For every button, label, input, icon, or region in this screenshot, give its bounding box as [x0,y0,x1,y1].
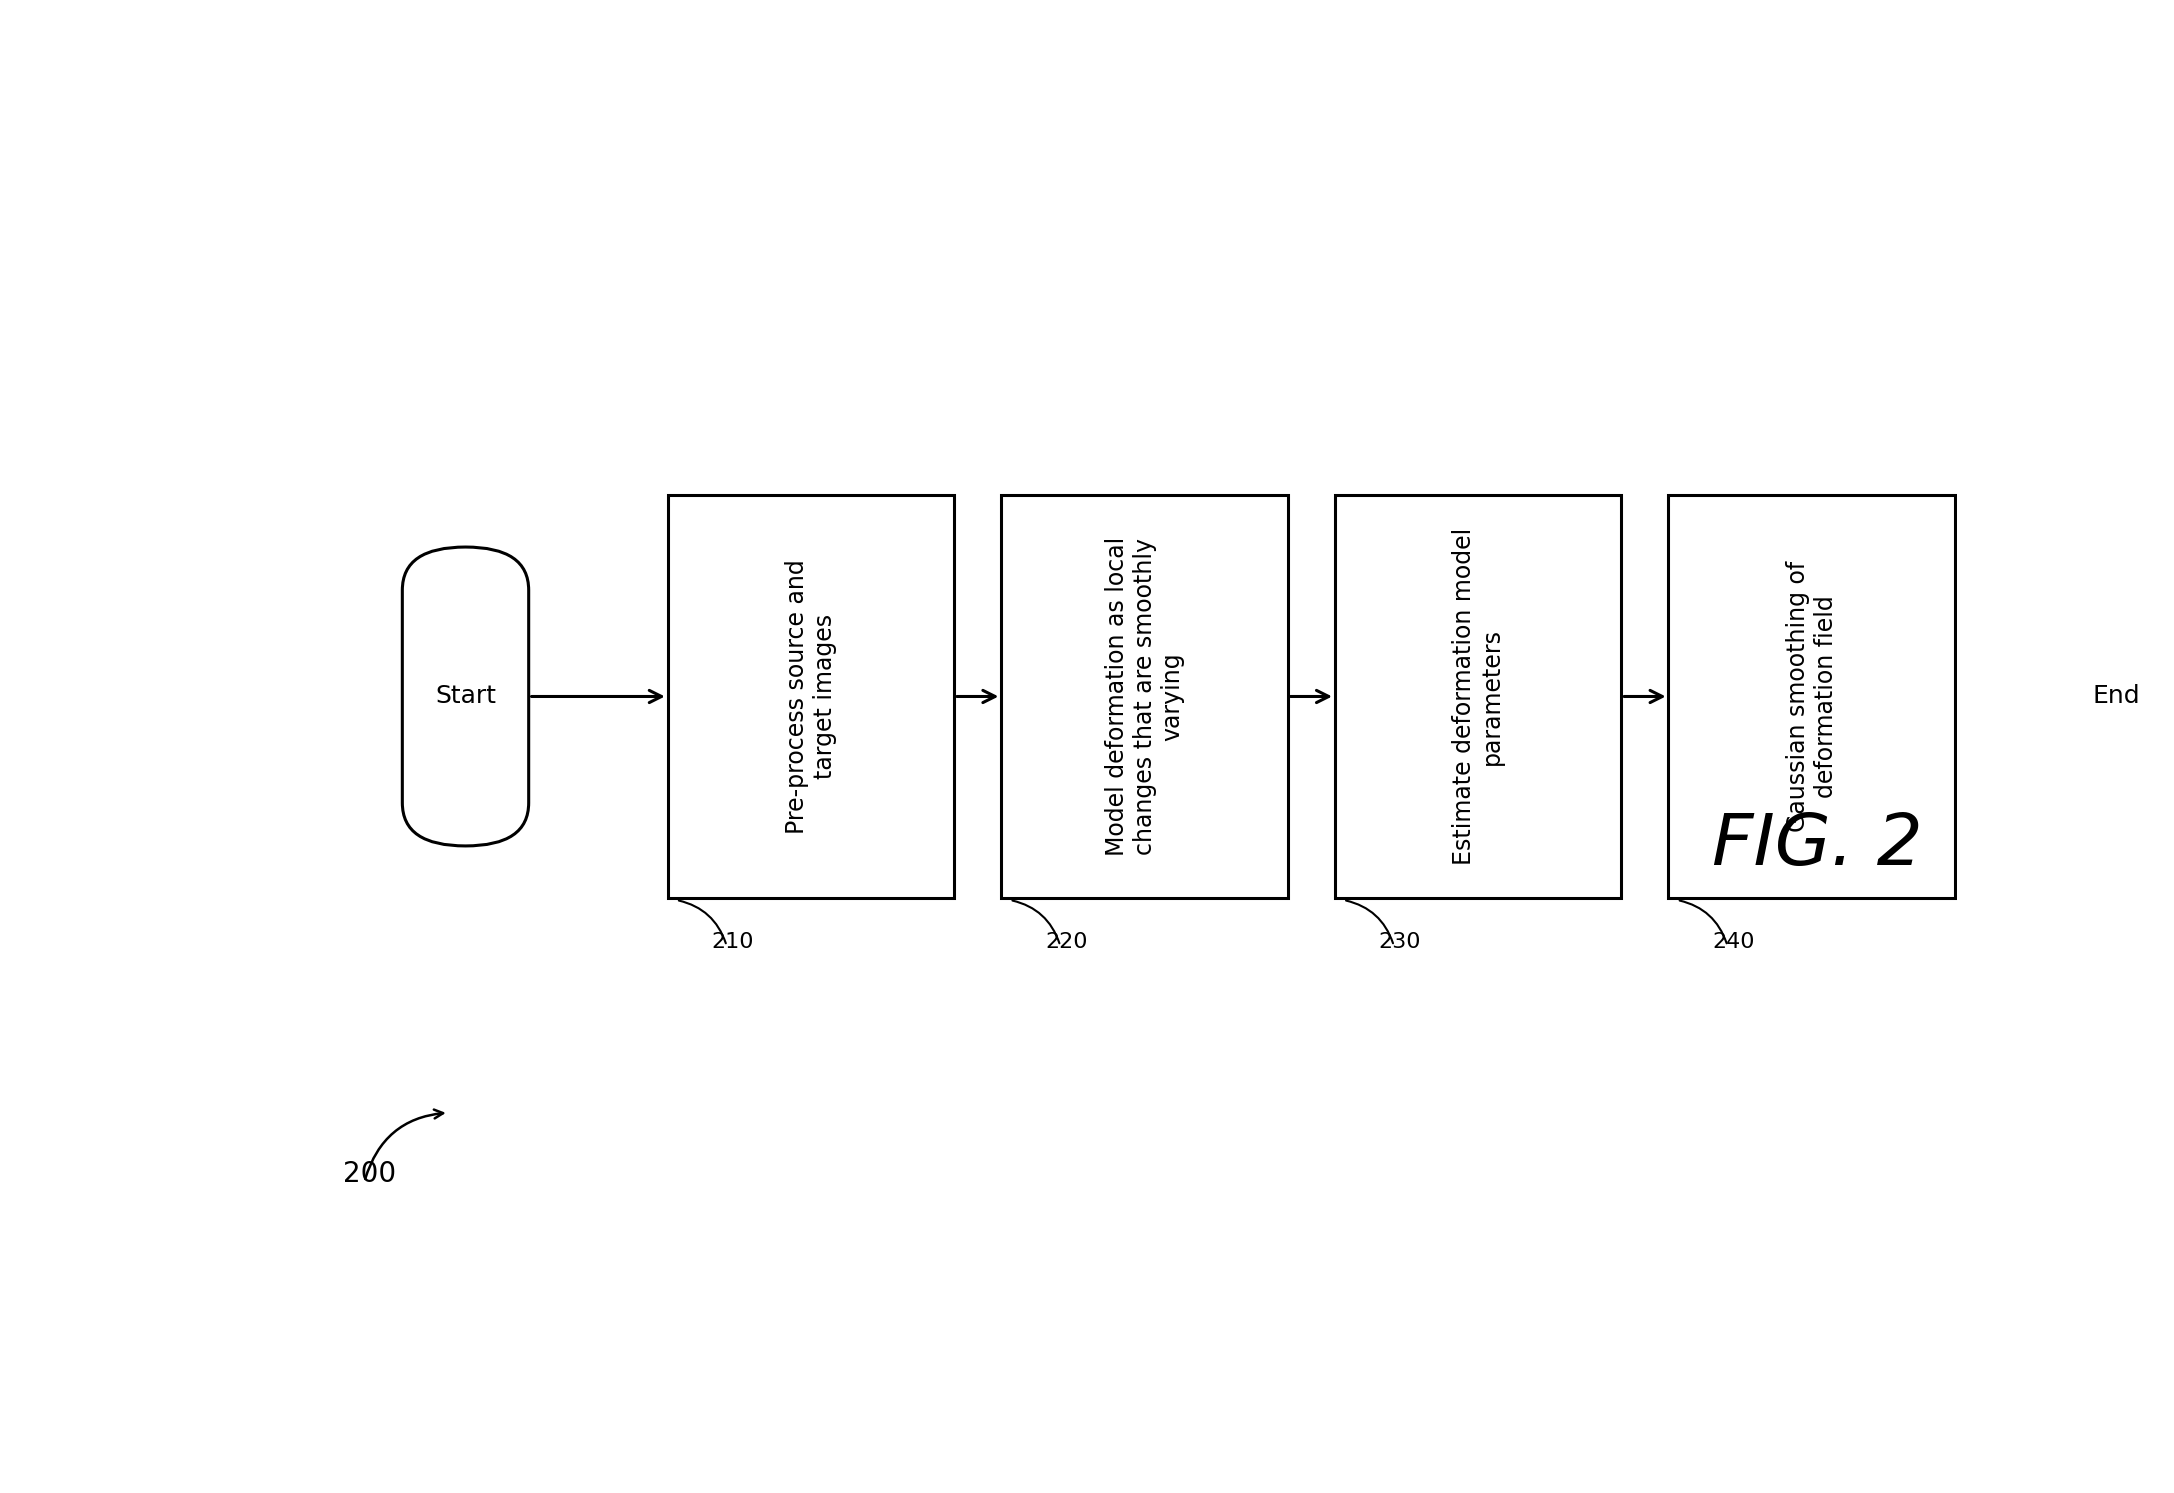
FancyBboxPatch shape [402,546,528,847]
Text: Pre-process source and
target images: Pre-process source and target images [785,558,837,835]
Text: 230: 230 [1378,932,1422,953]
Text: 220: 220 [1046,932,1087,953]
Text: Gaussian smoothing of
deformation field: Gaussian smoothing of deformation field [1785,561,1837,832]
Text: 200: 200 [343,1160,396,1187]
Text: Model deformation as local
changes that are smoothly
varying: Model deformation as local changes that … [1104,537,1185,855]
Text: End: End [2091,684,2139,709]
Text: Estimate deformation model
parameters: Estimate deformation model parameters [1452,529,1504,864]
Text: Start: Start [435,684,496,709]
FancyBboxPatch shape [667,496,954,897]
Text: 210: 210 [711,932,754,953]
FancyBboxPatch shape [1002,496,1287,897]
FancyBboxPatch shape [2052,546,2174,847]
Text: FIG. 2: FIG. 2 [1713,811,1924,881]
Text: 240: 240 [1713,932,1754,953]
FancyBboxPatch shape [1335,496,1622,897]
FancyBboxPatch shape [1667,496,1954,897]
